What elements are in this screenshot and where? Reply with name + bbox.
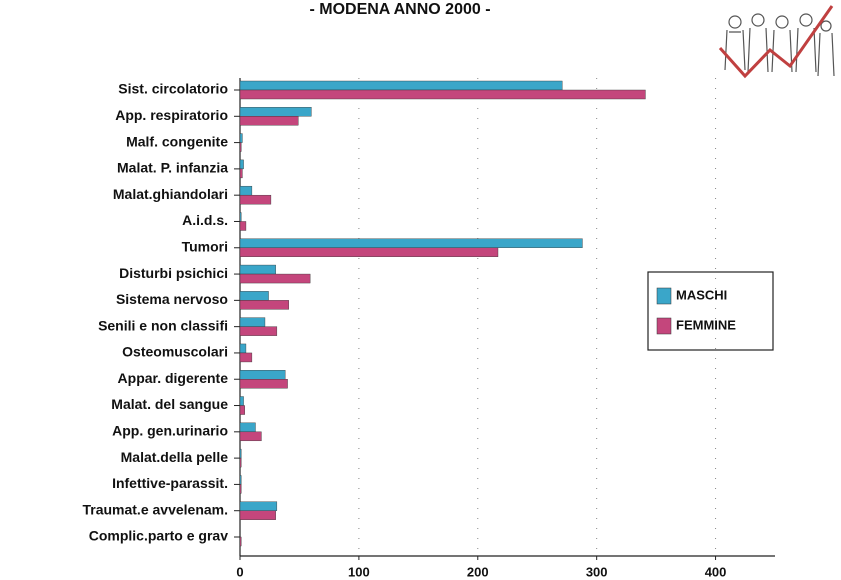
legend-swatch (657, 288, 671, 304)
bar (240, 432, 261, 441)
chart-title: - MODENA ANNO 2000 - (309, 1, 490, 18)
bar (240, 353, 252, 362)
y-tick-label: Infettive-parassit. (112, 475, 228, 491)
y-tick-label: Tumori (182, 238, 228, 254)
y-tick-label: Malf. congenite (126, 133, 228, 149)
bar (240, 274, 310, 283)
bar (240, 511, 276, 520)
y-tick-label: Sist. circolatorio (118, 81, 228, 97)
y-tick-label: Sistema nervoso (116, 291, 228, 307)
bar (240, 370, 285, 379)
y-tick-label: Disturbi psichici (119, 265, 228, 281)
bar (240, 327, 277, 336)
bar (240, 186, 252, 195)
y-tick-label: Traumat.e avvelenam. (82, 501, 228, 517)
bar (240, 134, 242, 143)
y-tick-label: Complic.parto e grav (89, 528, 228, 544)
decorative-icon (720, 6, 834, 76)
legend-swatch (657, 318, 671, 334)
bar (240, 406, 245, 415)
y-tick-label: Malat. del sangue (111, 396, 228, 412)
y-tick-label: Senili e non classifi (98, 317, 228, 333)
bar (240, 169, 242, 178)
y-tick-label: App. gen.urinario (112, 423, 228, 439)
bar (240, 344, 246, 353)
y-tick-label: Malat.ghiandolari (113, 186, 228, 202)
bar (240, 81, 562, 90)
x-tick-label: 0 (236, 564, 243, 579)
legend (648, 272, 773, 350)
y-tick-label: A.i.d.s. (182, 212, 228, 228)
bar (240, 239, 582, 248)
legend-label: MASCHI (676, 287, 727, 302)
bar (240, 484, 241, 493)
bar (240, 300, 289, 309)
x-tick-label: 400 (705, 564, 727, 579)
legend-label: FEMMINE (676, 317, 736, 332)
bar (240, 458, 241, 467)
y-tick-label: Malat. P. infanzia (117, 160, 228, 176)
bar (240, 397, 244, 406)
y-tick-label: Osteomuscolari (122, 344, 228, 360)
bar (240, 423, 255, 432)
x-tick-label: 200 (467, 564, 489, 579)
bar (240, 221, 246, 230)
x-tick-label: 100 (348, 564, 370, 579)
bar (240, 379, 288, 388)
bar (240, 265, 276, 274)
bar (240, 502, 277, 511)
bar (240, 248, 498, 257)
bar (240, 195, 271, 204)
bar (240, 449, 241, 458)
bar (240, 143, 241, 152)
bar (240, 160, 244, 169)
y-tick-label: App. respiratorio (115, 107, 228, 123)
bar (240, 107, 311, 116)
bar (240, 291, 269, 300)
y-tick-label: Malat.della pelle (121, 449, 229, 465)
chart: - MODENA ANNO 2000 - 0 100 200 300 400 Sist. … (0, 0, 841, 580)
bar (240, 212, 241, 221)
y-tick-label: Appar. digerente (118, 370, 229, 386)
x-tick-label: 300 (586, 564, 608, 579)
bar (240, 318, 265, 327)
bar (240, 537, 241, 546)
bar (240, 90, 645, 99)
bar (240, 116, 298, 125)
bar (240, 475, 241, 484)
